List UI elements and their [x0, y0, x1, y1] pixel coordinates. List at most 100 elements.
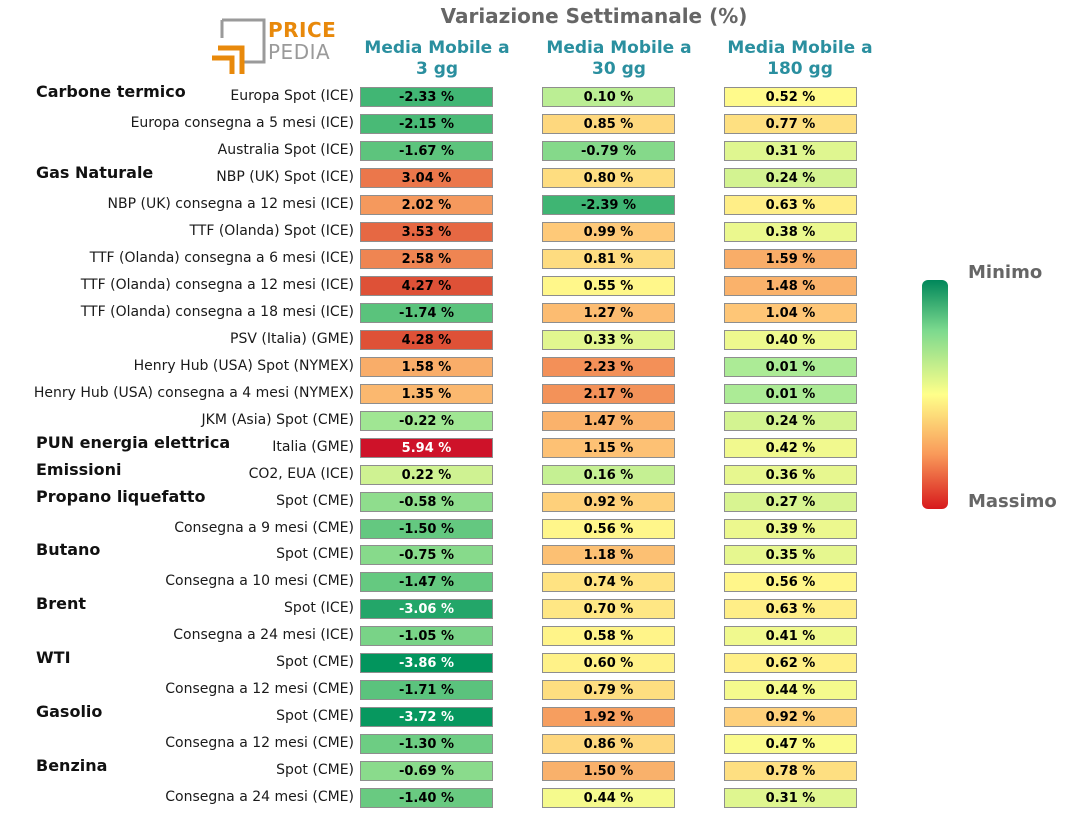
cell-value-label: -0.58 % [398, 494, 455, 510]
heatmap-cell [542, 194, 675, 215]
heatmap-cell [542, 410, 675, 431]
cell-value-label: 0.42 % [765, 440, 816, 456]
cell-value-label: 0.63 % [765, 602, 816, 618]
cell-value-label: 2.23 % [583, 359, 634, 375]
row-label: Spot (ICE) [284, 600, 354, 617]
row-label: TTF (Olanda) consegna a 18 mesi (ICE) [80, 303, 354, 320]
heatmap-cell [542, 437, 675, 458]
heatmap-cell [360, 599, 493, 620]
column-header-line1: Media Mobile a [546, 38, 692, 58]
heatmap-cell [360, 383, 493, 404]
heatmap-cell [542, 87, 675, 107]
heatmap-cell [724, 221, 857, 242]
cell-value-label: 0.47 % [765, 737, 816, 753]
chart-title: Variazione Settimanale (%) [440, 4, 748, 28]
cell-value-label: 0.58 % [583, 629, 634, 645]
cell-value-label: 0.80 % [583, 170, 634, 186]
row-label: CO2, EUA (ICE) [248, 465, 354, 482]
heatmap-cell [360, 113, 493, 134]
row-label: Consegna a 24 mesi (ICE) [173, 627, 354, 644]
heatmap-cell [724, 87, 857, 107]
cell-value-label: 1.50 % [583, 764, 634, 780]
heatmap-cell [542, 545, 675, 566]
logo-word-price: PRICE [268, 18, 337, 42]
cell-value-label: 0.36 % [765, 467, 816, 483]
heatmap-cell [724, 464, 857, 485]
heatmap-cell [724, 113, 857, 134]
column-header-line2: 30 gg [592, 59, 646, 79]
cell-value-label: 0.41 % [765, 629, 816, 645]
row-label: Australia Spot (ICE) [217, 141, 354, 158]
cell-value-label: 1.48 % [765, 278, 816, 294]
heatmap-cell [360, 410, 493, 431]
cell-value-label: -1.05 % [398, 629, 455, 645]
heatmap-cell [542, 248, 675, 269]
heatmap-cell [360, 707, 493, 728]
heatmap-cell [724, 653, 857, 674]
heatmap-cell [724, 761, 857, 782]
row-label: PSV (Italia) (GME) [230, 330, 354, 347]
pricepedia-logo: PRICE PEDIA [210, 16, 340, 78]
cell-value-label: 0.99 % [583, 224, 634, 240]
cell-value-label: 1.15 % [583, 440, 634, 456]
heatmap-cell [542, 572, 675, 593]
heatmap-cell [542, 275, 675, 296]
cell-value-label: 0.27 % [765, 494, 816, 510]
row-label: Consegna a 10 mesi (CME) [165, 573, 354, 590]
cell-value-label: 0.85 % [583, 116, 634, 132]
cell-value-label: 0.92 % [583, 494, 634, 510]
heatmap-cell [724, 599, 857, 620]
heatmap-cell [542, 167, 675, 188]
heatmap-cell [360, 491, 493, 512]
cell-value-label: 1.27 % [583, 305, 634, 321]
heatmap-cell [724, 302, 857, 323]
cell-value-label: 0.79 % [583, 683, 634, 699]
row-label: Spot (CME) [276, 708, 354, 725]
cell-value-label: 0.31 % [765, 143, 816, 159]
heatmap-cell [724, 680, 857, 701]
cell-value-label: 0.63 % [765, 197, 816, 213]
cell-value-label: 0.31 % [765, 791, 816, 807]
cell-value-label: 4.27 % [401, 278, 452, 294]
cell-value-label: 0.24 % [765, 170, 816, 186]
heatmap-cell [360, 356, 493, 377]
cell-value-label: 0.56 % [765, 575, 816, 591]
cell-value-label: -3.86 % [398, 656, 455, 672]
cell-value-label: -0.22 % [398, 413, 455, 429]
heatmap-cell [360, 572, 493, 593]
group-label: PUN energia elettrica [36, 432, 231, 452]
cell-value-label: 0.01 % [765, 386, 816, 402]
heatmap-cell [542, 113, 675, 134]
cell-value-label: 0.52 % [765, 90, 816, 105]
heatmap-cell [542, 761, 675, 782]
cell-value-label: 1.59 % [765, 251, 816, 267]
heatmap-cell [360, 248, 493, 269]
column-header-30gg: Media Mobile a 30 gg [529, 38, 709, 80]
row-label: Europa consegna a 5 mesi (ICE) [130, 114, 354, 131]
cell-value-label: 0.44 % [765, 683, 816, 699]
cell-value-label: 2.02 % [401, 197, 452, 213]
cell-value-label: 2.17 % [583, 386, 634, 402]
heatmap-cell [724, 545, 857, 566]
heatmap-cell [360, 302, 493, 323]
cell-value-label: 1.47 % [583, 413, 634, 429]
heatmap-cell [542, 383, 675, 404]
group-label: Emissioni [36, 459, 122, 479]
heatmap-cell [542, 302, 675, 323]
row-label: Spot (CME) [276, 492, 354, 509]
row-label: TTF (Olanda) consegna a 12 mesi (ICE) [80, 276, 354, 293]
row-label: TTF (Olanda) Spot (ICE) [189, 222, 354, 239]
cell-value-label: 0.44 % [583, 791, 634, 807]
heatmap-cell [360, 221, 493, 242]
heatmap-cell [360, 761, 493, 782]
cell-value-label: 0.38 % [765, 224, 816, 240]
heatmap-cell [724, 707, 857, 728]
cell-value-label: 0.81 % [583, 251, 634, 267]
heatmap-cell [542, 626, 675, 647]
cell-value-label: -1.67 % [398, 143, 455, 159]
cell-value-label: 0.62 % [765, 656, 816, 672]
heatmap-cell [542, 599, 675, 620]
heatmap-cell [724, 491, 857, 512]
column-header-line1: Media Mobile a [727, 38, 873, 58]
group-label: Carbone termico [36, 82, 186, 101]
